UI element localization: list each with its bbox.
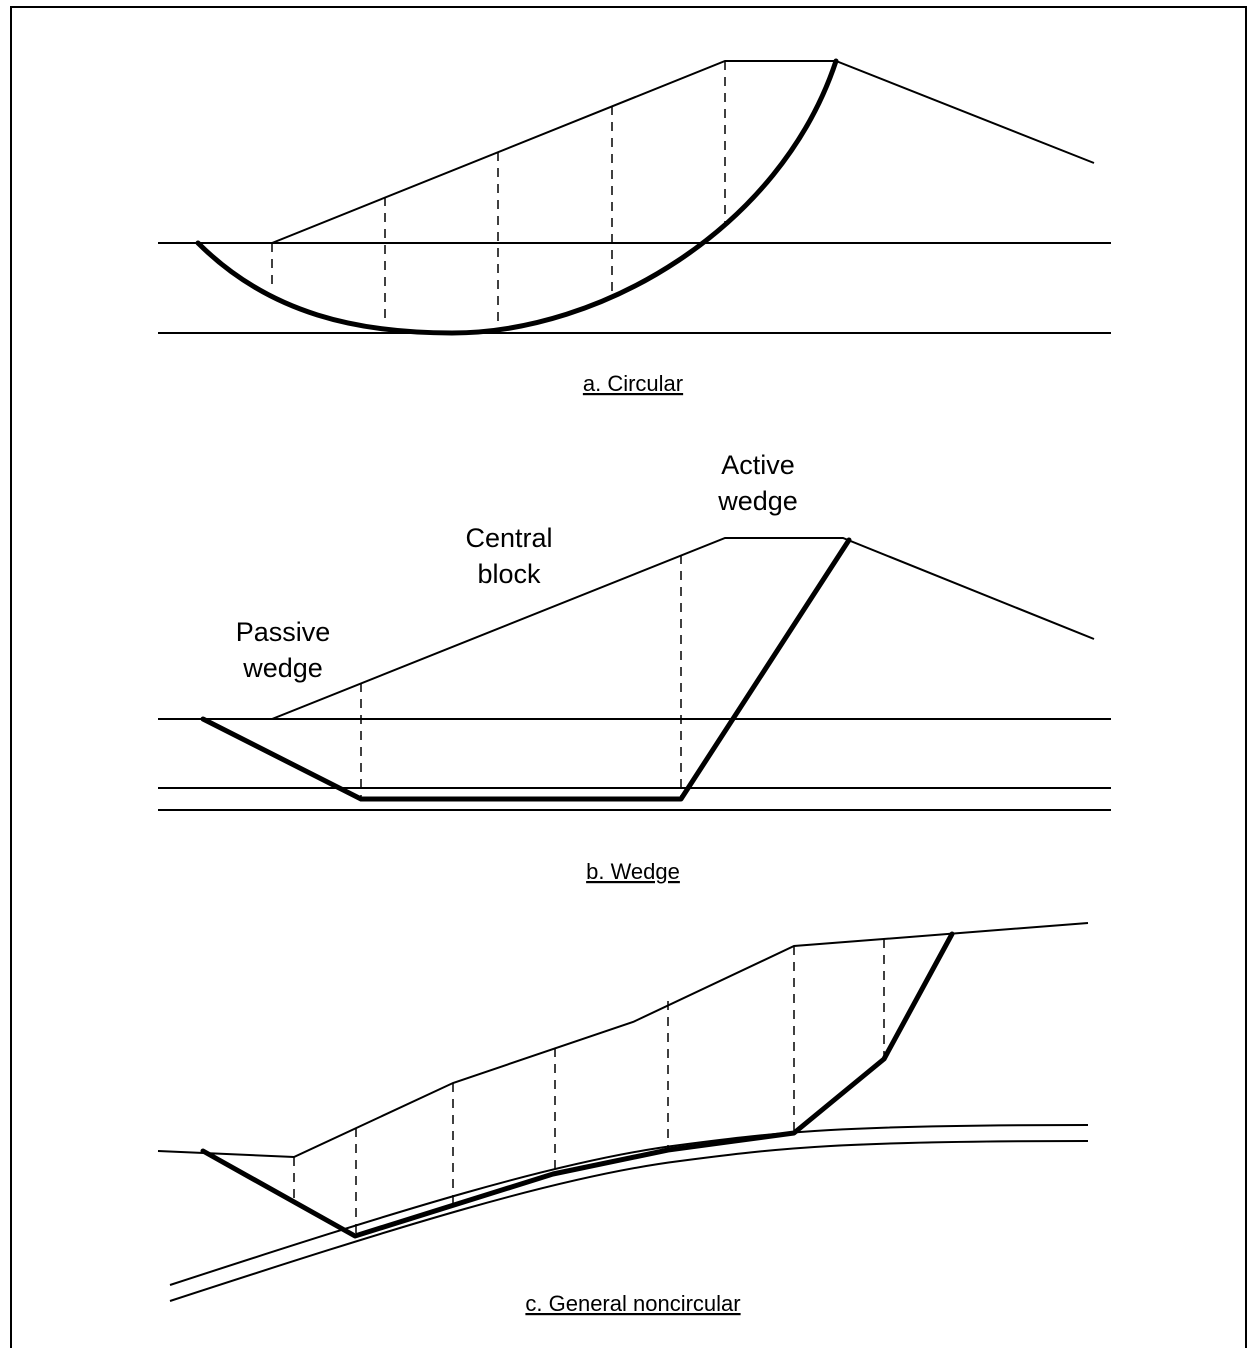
slope-surface bbox=[158, 537, 1095, 720]
label-central-block-line2: block bbox=[477, 559, 541, 589]
label-passive-wedge-line1: Passive bbox=[236, 617, 331, 647]
noncircular-slip-surface bbox=[200, 931, 955, 1239]
caption-wedge: b. Wedge bbox=[586, 859, 680, 884]
slope-surface bbox=[158, 60, 1095, 244]
label-active-wedge-line2: wedge bbox=[717, 486, 798, 516]
panel-noncircular: c. General noncircular bbox=[157, 922, 1089, 1316]
caption-circular: a. Circular bbox=[583, 371, 683, 396]
circular-slip-surface bbox=[195, 58, 839, 336]
figure-frame bbox=[10, 6, 1247, 1348]
weak-layer-top bbox=[169, 1124, 1089, 1286]
caption-noncircular: c. General noncircular bbox=[525, 1291, 740, 1316]
weak-layer-bottom bbox=[169, 1140, 1089, 1302]
slope-surface bbox=[157, 922, 1089, 1159]
panel-wedge: Active wedge Central block Passive wedge… bbox=[158, 450, 1111, 884]
panel-circular: a. Circular bbox=[158, 58, 1111, 396]
label-passive-wedge-line2: wedge bbox=[242, 653, 323, 683]
label-active-wedge-line1: Active bbox=[721, 450, 795, 480]
label-central-block-line1: Central bbox=[465, 523, 552, 553]
wedge-slip-surface bbox=[200, 537, 852, 802]
